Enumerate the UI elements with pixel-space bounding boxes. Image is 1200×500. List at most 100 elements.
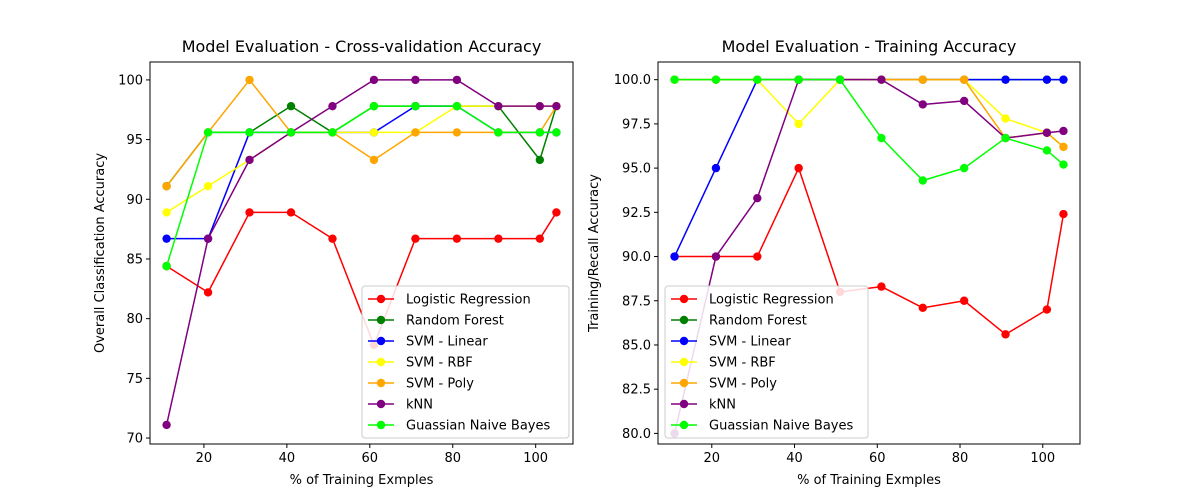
data-point	[535, 234, 545, 243]
legend-label: SVM - Linear	[406, 335, 488, 350]
legend-item: kNN	[671, 398, 736, 413]
series-svm-linear	[670, 75, 1068, 261]
data-point	[245, 155, 254, 165]
data-point	[794, 75, 803, 84]
data-point	[959, 75, 969, 84]
x-tick-label: 60	[362, 451, 379, 466]
data-point	[1059, 160, 1068, 169]
chart-2: Model Evaluation - Training Accuracy 20 40…	[587, 37, 1081, 488]
data-point	[877, 75, 886, 84]
data-point	[1059, 75, 1068, 84]
series-line	[165, 105, 558, 187]
legend-item: SVM - RBF	[368, 356, 473, 371]
data-point	[411, 75, 420, 85]
data-point	[369, 155, 379, 165]
data-point	[1059, 142, 1068, 152]
data-point	[794, 163, 803, 173]
legend-label: Random Forest	[709, 314, 807, 329]
chart-1: Model Evaluation - Cross-validation Accu…	[93, 37, 574, 488]
y-tick-label: 92.5	[622, 206, 651, 221]
legend-label: SVM - RBF	[406, 356, 473, 371]
legend-item: Logistic Regression	[368, 293, 531, 308]
data-point	[959, 96, 969, 106]
data-point	[918, 75, 927, 84]
y-tick-label: 85	[126, 252, 143, 267]
y-tick-label: 90.0	[622, 250, 651, 265]
series-svm-rbf	[162, 101, 561, 217]
data-point	[552, 208, 561, 217]
legend-swatch-marker	[376, 420, 386, 430]
y-axis-label: Overall Classification Accuracy	[93, 153, 108, 353]
legend-box	[664, 285, 869, 439]
data-point	[1042, 146, 1052, 155]
data-point	[877, 133, 886, 143]
legend-label: SVM - Poly	[406, 377, 474, 392]
data-point	[959, 296, 969, 305]
data-point	[959, 163, 969, 173]
series-knn	[162, 75, 561, 430]
data-point	[794, 119, 803, 129]
legend-item: Guassian Naive Bayes	[368, 419, 550, 434]
data-point	[535, 155, 545, 165]
data-point	[286, 208, 296, 217]
legend-swatch-marker	[376, 378, 386, 388]
legend-label: Logistic Regression	[406, 293, 531, 308]
data-point	[753, 252, 762, 261]
legend-swatch-marker	[679, 378, 689, 388]
data-point	[286, 128, 296, 137]
legend-label: Guassian Naive Bayes	[709, 419, 853, 434]
x-tick-label: 20	[704, 451, 721, 466]
x-tick-label: 60	[869, 451, 886, 466]
legend-swatch-marker	[679, 420, 689, 430]
x-tick-label: 80	[444, 451, 461, 466]
data-point	[711, 252, 721, 261]
y-tick-label: 85.0	[622, 338, 651, 353]
data-point	[203, 181, 213, 191]
data-point	[162, 420, 171, 430]
legend-swatch-marker	[679, 336, 689, 346]
data-point	[1059, 209, 1068, 219]
legend-swatch-marker	[679, 315, 689, 325]
x-tick-label: 20	[196, 451, 213, 466]
y-tick-label: 82.5	[622, 383, 651, 398]
data-point	[918, 100, 927, 109]
legend-swatch-marker	[376, 315, 386, 325]
data-point	[1001, 133, 1010, 143]
legend-item: SVM - Poly	[368, 377, 474, 392]
data-point	[494, 128, 503, 137]
data-point	[1042, 128, 1052, 137]
y-tick-label: 80.0	[622, 427, 651, 442]
legend-box	[361, 285, 570, 439]
data-point	[877, 282, 886, 291]
legend-swatch-marker	[679, 357, 689, 367]
axes-frame	[149, 61, 574, 445]
data-point	[369, 75, 379, 85]
legend-label: SVM - Poly	[709, 377, 777, 392]
data-point	[494, 234, 503, 243]
legend-swatch-marker	[376, 399, 386, 409]
legend-item: kNN	[368, 398, 433, 413]
data-point	[753, 193, 762, 203]
data-point	[162, 234, 171, 243]
y-tick-label: 75	[126, 372, 143, 387]
legend-label: Random Forest	[406, 314, 504, 329]
data-point	[245, 208, 254, 217]
x-tick-label: 100	[1030, 451, 1055, 466]
x-axis-label: % of Training Exmples	[797, 473, 941, 488]
legend: Logistic Regression Random Forest SVM - Li…	[361, 285, 570, 439]
chart-title: Model Evaluation - Training Accuracy	[722, 37, 1017, 56]
data-point	[1001, 75, 1010, 84]
data-point	[286, 101, 296, 111]
x-tick-label: 40	[279, 451, 296, 466]
data-point	[328, 101, 337, 111]
y-tick-label: 100.0	[614, 73, 651, 88]
data-point	[494, 101, 503, 111]
legend-label: kNN	[709, 398, 736, 413]
legend-swatch-marker	[376, 357, 386, 367]
data-point	[452, 75, 462, 85]
y-tick-label: 100	[118, 73, 143, 88]
legend-label: Logistic Regression	[709, 293, 834, 308]
data-point	[670, 252, 679, 261]
chart-title: Model Evaluation - Cross-validation Accu…	[182, 37, 542, 56]
